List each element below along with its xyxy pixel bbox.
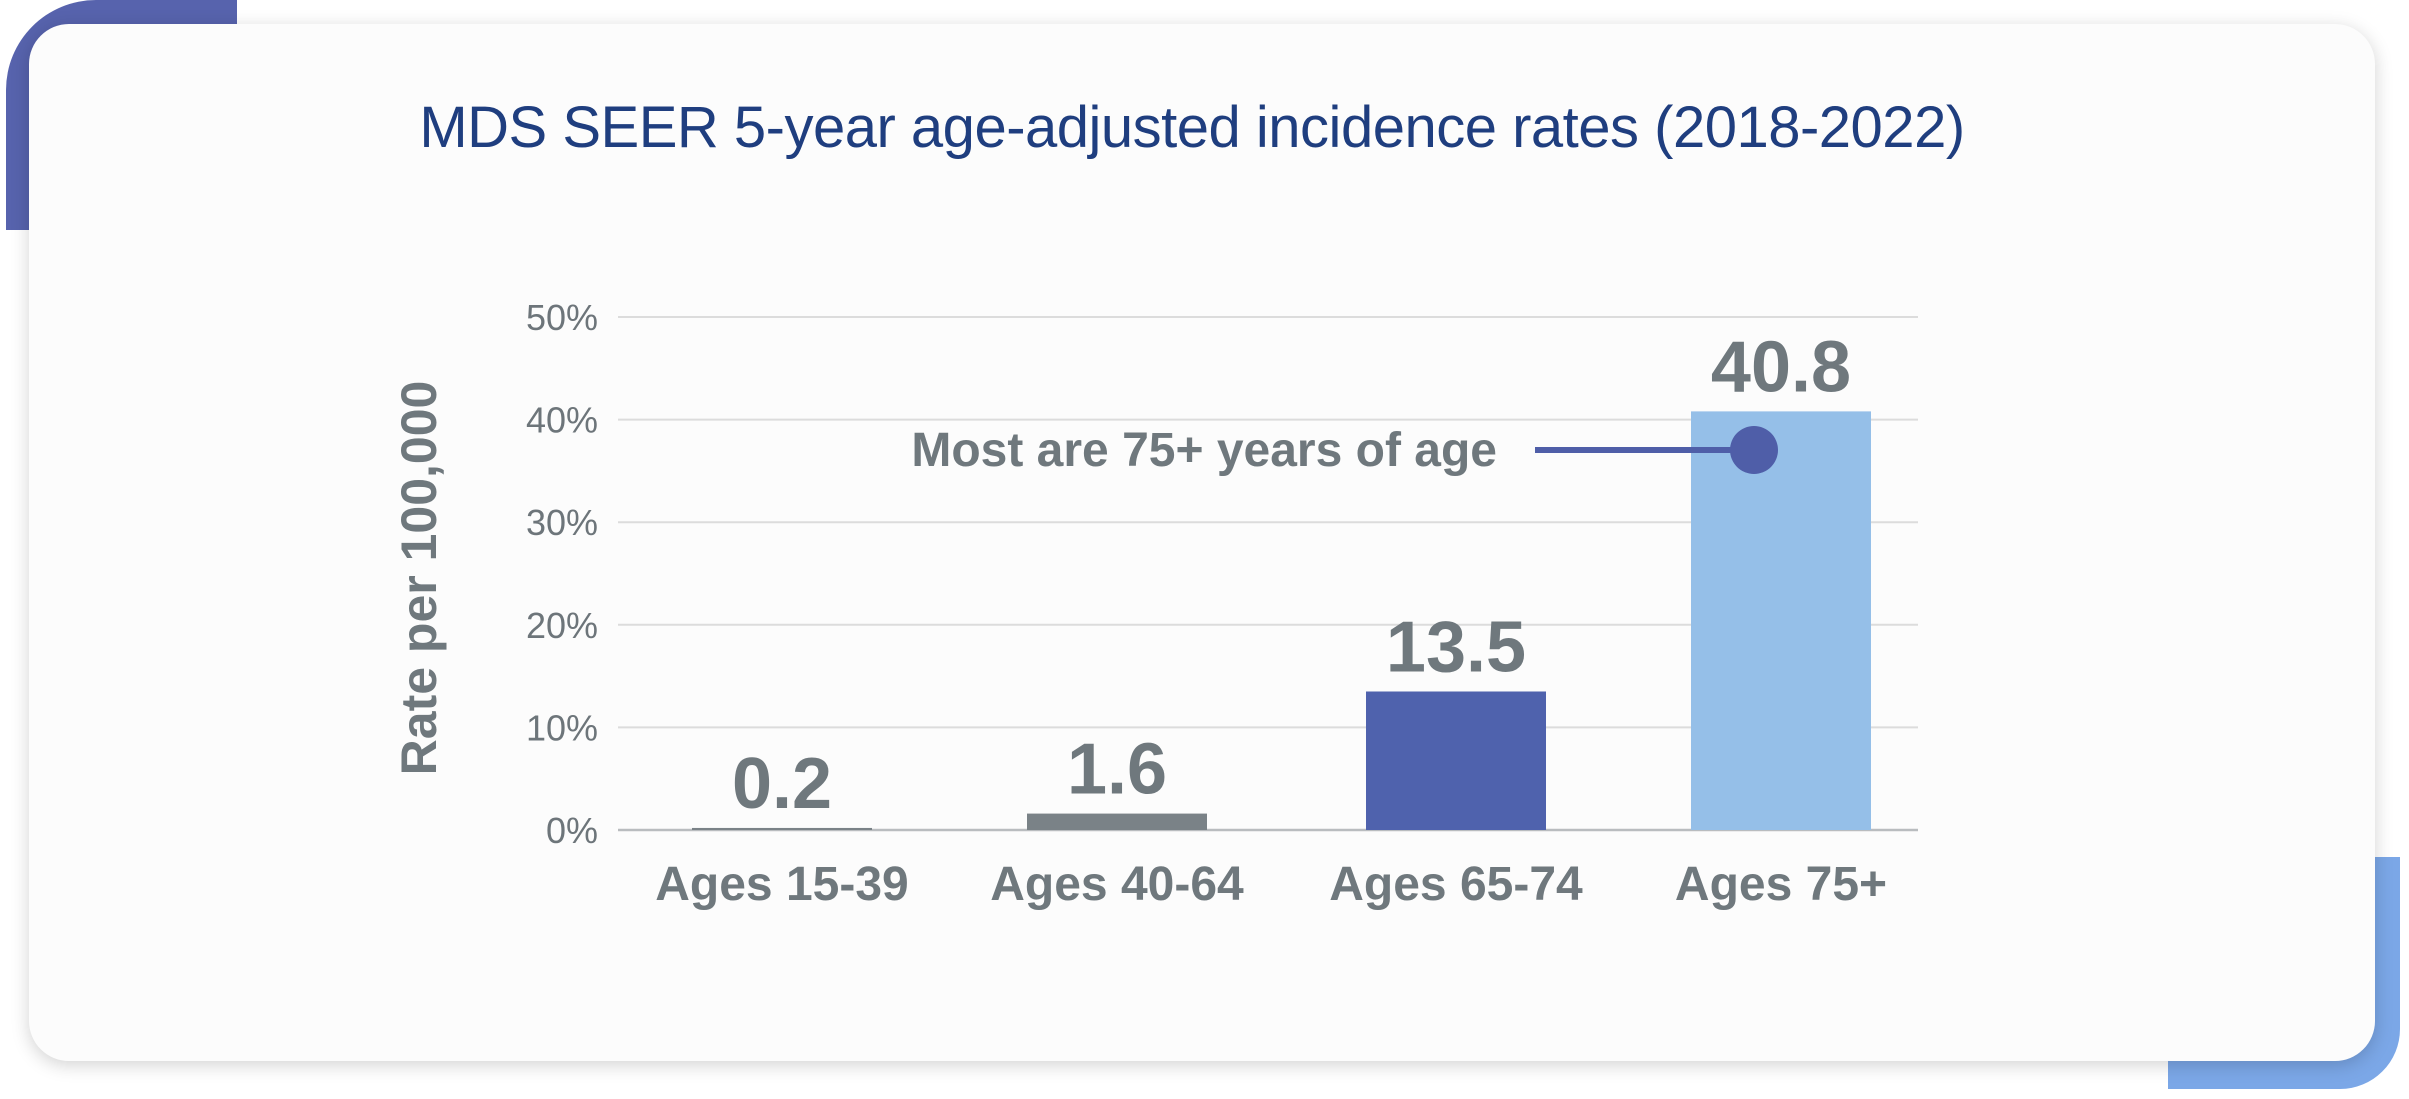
bar xyxy=(1366,691,1546,830)
category-label: Ages 40-64 xyxy=(990,858,1244,911)
y-axis-ticks: 0% 10% 20% 30% 40% 50% xyxy=(526,297,598,851)
annotation-marker xyxy=(1730,426,1778,474)
value-label: 1.6 xyxy=(1067,730,1167,810)
chart-title: MDS SEER 5-year age-adjusted incidence r… xyxy=(419,95,1965,160)
value-labels: 0.2 1.6 13.5 40.8 xyxy=(732,327,1851,824)
y-tick-label: 10% xyxy=(526,707,598,748)
bar xyxy=(692,827,872,830)
category-label: Ages 15-39 xyxy=(655,858,908,911)
x-axis-categories: Ages 15-39 Ages 40-64 Ages 65-74 Ages 75+ xyxy=(655,858,1887,911)
y-tick-label: 20% xyxy=(526,605,598,646)
value-label: 0.2 xyxy=(732,744,832,824)
bar xyxy=(1691,411,1871,830)
annotation-text: Most are 75+ years of age xyxy=(911,424,1497,477)
y-tick-label: 50% xyxy=(526,297,598,338)
y-axis-label: Rate per 100,000 xyxy=(391,381,447,776)
chart-card xyxy=(29,24,2375,1061)
y-tick-label: 40% xyxy=(526,400,598,441)
bars xyxy=(692,411,1871,830)
value-label: 40.8 xyxy=(1711,327,1851,407)
bar xyxy=(1027,813,1207,830)
annotation: Most are 75+ years of age xyxy=(911,424,1778,477)
category-label: Ages 65-74 xyxy=(1329,858,1583,911)
y-tick-label: 0% xyxy=(546,810,598,851)
y-tick-label: 30% xyxy=(526,502,598,543)
category-label: Ages 75+ xyxy=(1675,858,1887,911)
value-label: 13.5 xyxy=(1386,607,1526,687)
